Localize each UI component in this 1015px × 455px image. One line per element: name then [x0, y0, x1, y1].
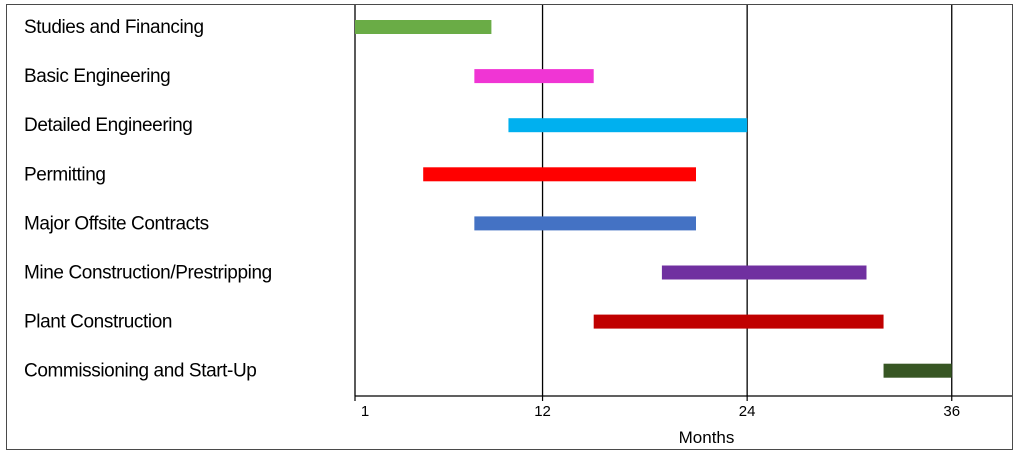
- task-label: Studies and Financing: [24, 17, 204, 38]
- x-tick-label-12: 12: [534, 403, 551, 420]
- task-label: Commissioning and Start-Up: [24, 361, 256, 382]
- task-bar: [423, 167, 696, 182]
- task-bar: [661, 265, 867, 280]
- task-label: Plant Construction: [24, 312, 172, 333]
- task-bar: [474, 69, 594, 84]
- x-axis: Months 1 12 24 36: [354, 395, 1012, 447]
- x-axis-title: Months: [679, 428, 735, 447]
- task-label: Mine Construction/Prestripping: [24, 263, 272, 284]
- task-label: Major Offsite Contracts: [24, 213, 209, 234]
- task-labels: Studies and Financing Basic Engineering De…: [24, 17, 272, 382]
- task-label: Detailed Engineering: [24, 115, 192, 136]
- x-tick-label-24: 24: [739, 403, 756, 420]
- x-tick-label-36: 36: [943, 403, 960, 420]
- task-bar: [593, 314, 884, 329]
- gridlines: [354, 5, 953, 396]
- task-label: Basic Engineering: [24, 66, 170, 87]
- x-tick-label-1: 1: [361, 403, 369, 420]
- task-bar: [355, 20, 492, 34]
- task-bar: [883, 363, 952, 378]
- task-bar: [474, 216, 696, 231]
- task-bar: [508, 118, 748, 133]
- chart-frame: Studies and Financing Basic Engineering De…: [6, 4, 1013, 450]
- gantt-chart: Studies and Financing Basic Engineering De…: [24, 5, 1012, 447]
- task-bars: [355, 20, 952, 378]
- task-label: Permitting: [24, 164, 106, 185]
